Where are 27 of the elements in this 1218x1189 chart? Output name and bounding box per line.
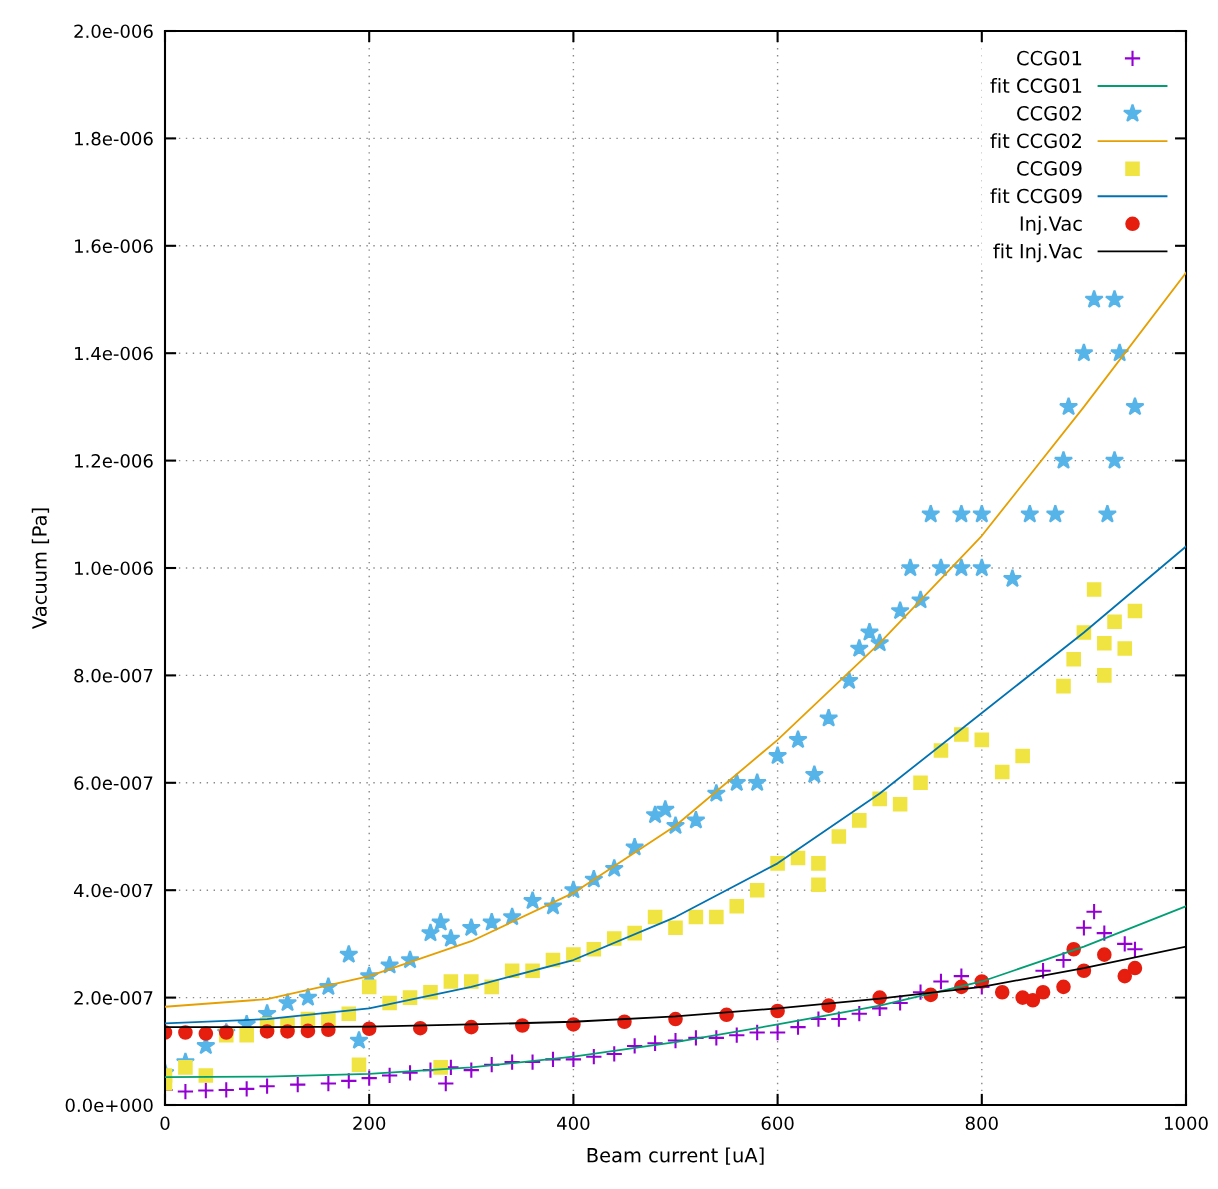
y-axis-title: Vacuum [Pa]	[31, 508, 50, 629]
x-tick-label: 1000	[1165, 1116, 1208, 1131]
x-axis-title: Beam current [uA]	[587, 1147, 764, 1165]
y-tick-label: 1.6e-006	[75, 239, 153, 253]
legend-label: fit CCG01	[990, 78, 1082, 94]
x-tick-label: 400	[557, 1116, 590, 1131]
y-tick-label: 6.0e-007	[74, 776, 153, 790]
x-tick-label: 800	[965, 1116, 998, 1131]
y-tick-label: 1.0e-006	[75, 561, 153, 576]
y-tick-label: 2.0e-007	[74, 991, 153, 1005]
x-tick-label: 200	[353, 1116, 386, 1131]
legend-label: fit CCG02	[990, 133, 1081, 149]
y-tick-label: 1.2e-006	[75, 454, 153, 468]
y-tick-label: 2.0e-006	[74, 24, 153, 39]
legend-label: CCG09	[1017, 161, 1082, 176]
y-tick-label: 8.0e-007	[74, 668, 153, 683]
y-tick-label: 4.0e-007	[73, 883, 153, 898]
legend-label: fit Inj.Vac	[993, 243, 1082, 263]
legend-label: Inj.Vac	[1020, 215, 1082, 235]
legend-label: fit CCG09	[990, 188, 1082, 204]
y-tick-label: 1.8e-006	[75, 131, 153, 146]
y-tick-label: 1.4e-006	[75, 346, 153, 361]
legend-label: CCG01	[1017, 50, 1082, 66]
y-tick-label: 0.0e+000	[65, 1098, 153, 1113]
x-tick-label: 600	[761, 1116, 794, 1131]
legend-label: CCG02	[1017, 105, 1081, 121]
x-tick-label: 0	[160, 1116, 170, 1131]
